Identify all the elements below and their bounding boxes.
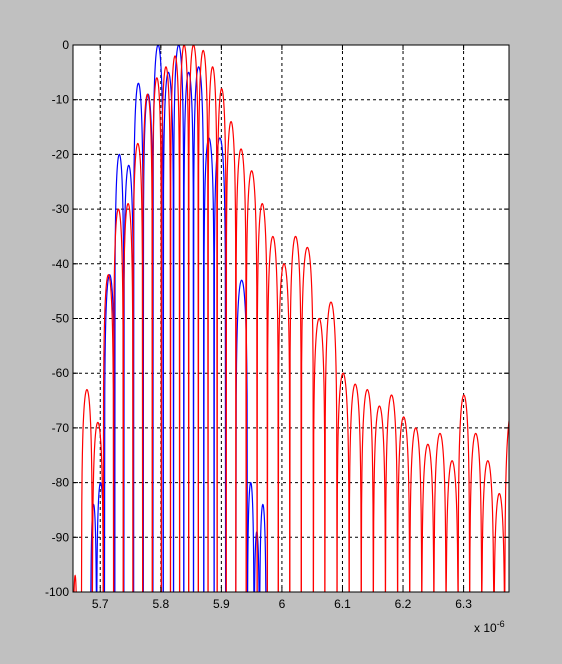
lobe xyxy=(114,153,125,592)
lobe xyxy=(324,301,338,592)
y-tick-label: 0 xyxy=(62,38,69,52)
lobe xyxy=(348,383,362,592)
y-tick-label: -100 xyxy=(45,585,69,599)
lobe xyxy=(336,372,350,592)
y-tick-label: -10 xyxy=(52,93,70,107)
series-1 xyxy=(90,45,267,592)
y-tick-label: -70 xyxy=(52,421,70,435)
y-tick-label: -20 xyxy=(52,147,70,161)
lobe xyxy=(397,416,411,592)
x-tick-label: 6.2 xyxy=(395,597,412,611)
lobe xyxy=(188,45,199,592)
y-tick-label: -40 xyxy=(52,257,70,271)
series-2 xyxy=(73,45,509,592)
x-tick-label: 5.9 xyxy=(213,597,230,611)
lobe xyxy=(207,66,218,592)
x-tick-label: 6.3 xyxy=(455,597,472,611)
lobe xyxy=(213,137,227,592)
x-tick-label: 6 xyxy=(279,597,286,611)
lobe xyxy=(183,71,195,592)
tick-marks xyxy=(73,44,509,593)
lobe xyxy=(225,120,237,592)
lobe xyxy=(372,405,387,592)
lobe xyxy=(91,421,104,592)
y-tick-label: -60 xyxy=(52,366,70,380)
lobe xyxy=(256,202,268,592)
lobe xyxy=(409,427,423,592)
lobe xyxy=(122,202,134,592)
lobe xyxy=(73,574,77,592)
lobe xyxy=(469,432,483,592)
lobe xyxy=(132,142,144,592)
lobe xyxy=(123,164,135,592)
lobe xyxy=(433,432,447,592)
x-tick-labels: 5.7 5.8 5.9 6 6.1 6.2 6.3 xyxy=(92,597,472,611)
lobe xyxy=(493,492,505,592)
lobe xyxy=(169,55,181,592)
y-tick-label: -30 xyxy=(52,202,70,216)
lobe xyxy=(384,394,399,592)
lobe xyxy=(457,394,471,592)
lobe xyxy=(112,208,124,592)
lobe xyxy=(197,49,209,592)
y-tick-label: -50 xyxy=(52,312,70,326)
lobe xyxy=(178,45,190,592)
x-tick-label: 5.7 xyxy=(92,597,109,611)
lobe xyxy=(152,45,164,592)
lobe xyxy=(277,263,291,592)
lobe xyxy=(102,274,115,592)
x-multiplier-exponent: -6 xyxy=(497,619,505,629)
lobe xyxy=(360,388,374,592)
lobe xyxy=(103,274,116,592)
lobe xyxy=(289,235,302,592)
series-group xyxy=(73,45,509,592)
lobe xyxy=(266,235,279,592)
lobe xyxy=(235,148,247,592)
x-tick-label: 6.1 xyxy=(334,597,351,611)
lobe xyxy=(481,460,495,592)
lobe xyxy=(300,246,314,592)
lobe xyxy=(259,503,267,592)
lobe xyxy=(192,66,205,592)
lobe xyxy=(504,416,509,592)
lobe xyxy=(160,66,172,592)
lobe xyxy=(132,82,144,592)
lobe xyxy=(80,388,93,592)
lobe xyxy=(247,481,255,592)
lobe xyxy=(445,460,459,592)
lobe xyxy=(216,88,227,592)
x-tick-label: 5.8 xyxy=(152,597,169,611)
y-tick-label: -90 xyxy=(52,530,70,544)
lobe xyxy=(245,170,258,592)
x-multiplier-label: x 10-6 xyxy=(474,619,505,635)
lobe xyxy=(172,45,185,592)
lobe xyxy=(151,77,163,592)
y-tick-label: -80 xyxy=(52,476,70,490)
lobe xyxy=(312,317,326,592)
y-tick-labels: 0 -10 -20 -30 -40 -50 -60 -70 -80 -90 -100 xyxy=(45,38,69,599)
x-multiplier-base: x 10 xyxy=(474,621,497,635)
lobe xyxy=(142,93,153,592)
lobe xyxy=(421,443,435,592)
